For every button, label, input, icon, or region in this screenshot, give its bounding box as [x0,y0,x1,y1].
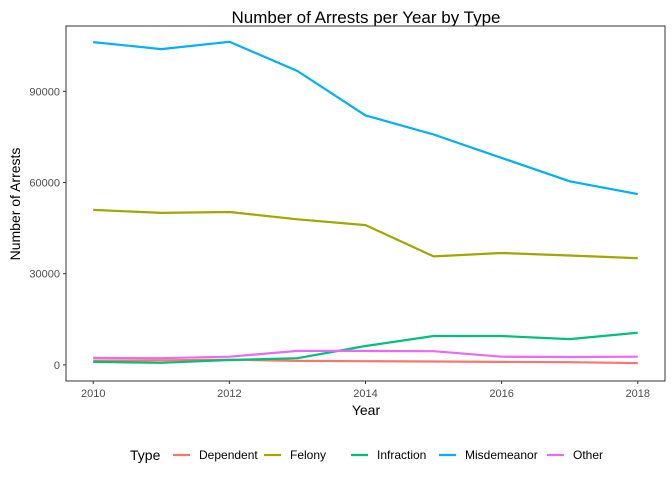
series-line-misdemeanor [93,40,639,196]
legend-label-misdemeanor: Misdemeanor [465,448,538,462]
x-tick-label: 2016 [489,388,513,400]
series-line-infraction [93,331,638,364]
y-tick-label: 60000 [29,178,60,190]
series-line-other [93,349,638,360]
chart-title: Number of Arrests per Year by Type [232,8,501,27]
legend: Type Dependent Felony Infraction Misdemeanor… [130,447,603,463]
legend-label-dependent: Dependent [199,448,258,462]
series-line-dependent [93,358,638,365]
series-lines [93,40,639,365]
x-tick-label: 2018 [626,388,650,400]
y-tick-label: 30000 [29,269,60,281]
x-axis: 2010 2012 2014 2016 2018 [81,381,650,400]
plot-panel-border [65,25,666,382]
series-line-felony [93,208,638,260]
legend-label-other: Other [573,448,603,462]
legend-label-infraction: Infraction [377,448,426,462]
legend-title: Type [130,447,161,463]
x-tick-label: 2014 [353,388,377,400]
y-tick-label: 0 [54,360,60,372]
legend-label-felony: Felony [290,448,326,462]
x-tick-label: 2010 [81,388,105,400]
y-tick-label: 90000 [29,86,60,98]
y-axis: 0 30000 60000 90000 [29,86,66,372]
x-axis-title: Year [352,402,381,418]
x-tick-label: 2012 [217,388,241,400]
y-axis-title: Number of Arrests [7,148,23,261]
